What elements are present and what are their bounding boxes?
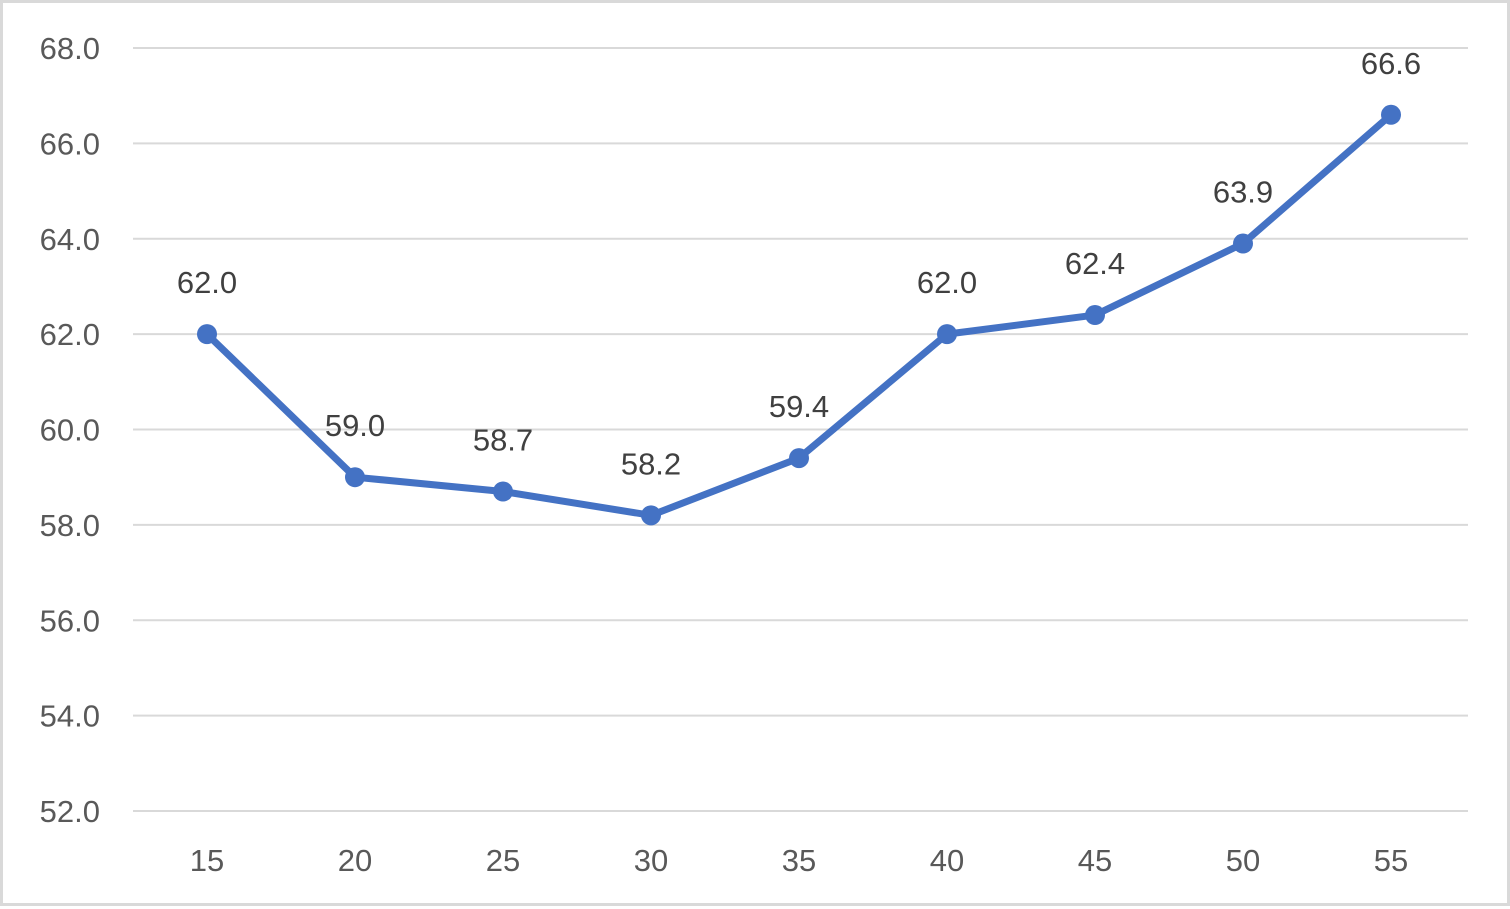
x-axis-tick-labels: 15 20 25 30 35 40 45 50 55 (190, 843, 1408, 878)
data-label: 63.9 (1213, 175, 1273, 210)
x-tick-label: 35 (782, 843, 816, 878)
y-tick-label: 68.0 (40, 31, 100, 66)
data-labels: 62.0 59.0 58.7 58.2 59.4 62.0 62.4 63.9 66.6 (177, 46, 1421, 482)
data-point (345, 467, 365, 488)
data-label: 59.0 (325, 408, 385, 443)
y-tick-label: 60.0 (40, 413, 100, 448)
x-tick-label: 40 (930, 843, 964, 878)
y-tick-label: 54.0 (40, 699, 100, 734)
y-tick-label: 62.0 (40, 317, 100, 352)
data-point (197, 324, 217, 345)
gridlines (133, 47, 1468, 812)
x-tick-label: 20 (338, 843, 372, 878)
x-tick-label: 25 (486, 843, 520, 878)
data-point (1233, 233, 1253, 254)
y-tick-label: 56.0 (40, 603, 100, 638)
y-tick-label: 64.0 (40, 222, 100, 257)
y-axis-tick-labels: 52.0 54.0 56.0 58.0 60.0 62.0 64.0 66.0 68.0 (40, 31, 100, 829)
x-tick-label: 15 (190, 843, 224, 878)
data-label: 66.6 (1361, 46, 1421, 81)
x-tick-label: 55 (1374, 843, 1408, 878)
y-tick-label: 58.0 (40, 508, 100, 543)
data-label: 62.0 (917, 265, 977, 300)
data-label: 62.4 (1065, 246, 1125, 281)
data-point (937, 324, 957, 345)
data-point (789, 448, 809, 469)
data-label: 58.7 (473, 422, 533, 457)
x-tick-label: 50 (1226, 843, 1260, 878)
y-tick-label: 52.0 (40, 794, 100, 829)
data-label: 62.0 (177, 265, 237, 300)
y-tick-label: 66.0 (40, 126, 100, 161)
series (197, 104, 1401, 526)
data-label: 59.4 (769, 389, 829, 424)
data-point (641, 505, 661, 526)
data-label: 58.2 (621, 446, 681, 481)
line-chart: 52.0 54.0 56.0 58.0 60.0 62.0 64.0 66.0 68.0 15 2… (40, 31, 1468, 878)
x-tick-label: 30 (634, 843, 668, 878)
data-point (493, 481, 513, 502)
x-tick-label: 45 (1078, 843, 1112, 878)
data-point (1085, 305, 1105, 326)
data-point (1381, 104, 1401, 125)
